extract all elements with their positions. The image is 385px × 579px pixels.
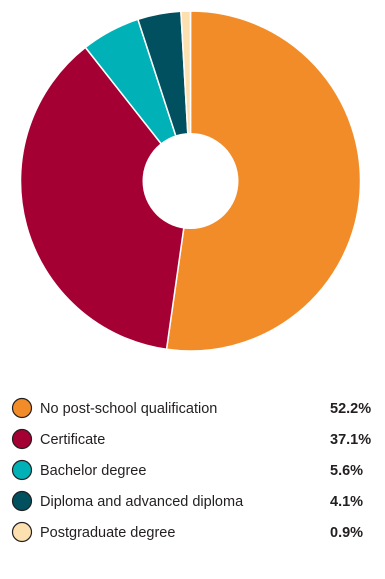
slices-layer [19, 10, 362, 352]
donut-hole [142, 133, 239, 229]
legend-value: 4.1% [330, 494, 363, 510]
legend-item-certificate: Certificate 37.1% [11, 428, 371, 450]
legend-item-bachelor-degree: Bachelor degree 5.6% [11, 459, 363, 481]
slice-certificate [19, 46, 192, 351]
legend-swatch [11, 490, 33, 512]
legend-swatch [11, 428, 33, 450]
legend-label: Certificate [40, 432, 105, 448]
legend-label: Postgraduate degree [40, 525, 175, 541]
legend-item-no-post-school-qualification: No post-school qualification 52.2% [11, 397, 371, 419]
legend-label: Bachelor degree [40, 463, 146, 479]
legend-label: No post-school qualification [40, 401, 217, 417]
legend-swatch [11, 397, 33, 419]
legend-value: 0.9% [330, 525, 363, 541]
legend-swatch [11, 521, 33, 543]
legend-swatch [11, 459, 33, 481]
legend-item-diploma-and-advanced-diploma: Diploma and advanced diploma 4.1% [11, 490, 363, 512]
legend-item-postgraduate-degree: Postgraduate degree 0.9% [11, 521, 363, 543]
legend-value: 52.2% [330, 401, 371, 417]
legend-label: Diploma and advanced diploma [40, 494, 244, 510]
legend-value: 5.6% [330, 463, 363, 479]
legend: No post-school qualification 52.2% Certifi… [11, 397, 371, 543]
legend-value: 37.1% [330, 432, 371, 448]
slice-no-post-school-qualification [165, 10, 362, 352]
